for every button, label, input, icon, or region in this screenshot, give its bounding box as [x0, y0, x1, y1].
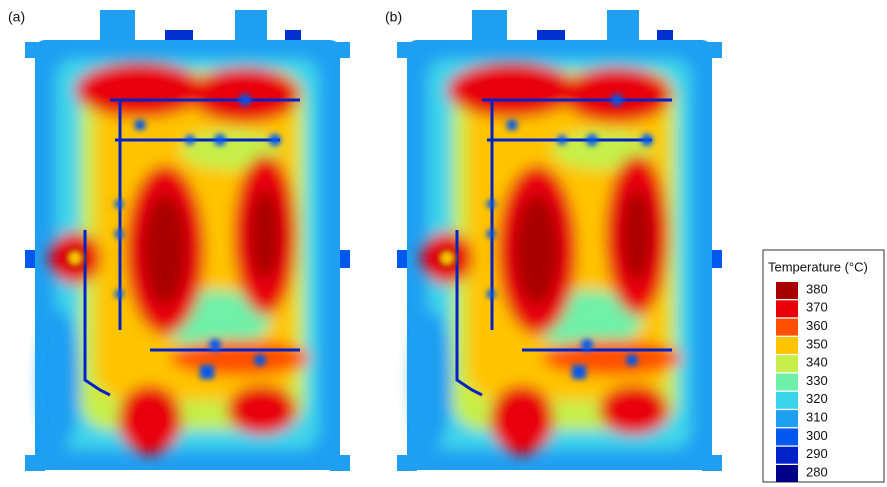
legend-swatch: [776, 392, 798, 409]
legend-title: Temperature (°C): [768, 259, 868, 274]
legend-swatch: [776, 374, 798, 391]
panel-label: (b): [385, 9, 402, 25]
legend-label: 370: [806, 300, 828, 315]
legend-label: 350: [806, 336, 828, 351]
legend-swatch: [776, 337, 798, 354]
legend-label: 280: [806, 464, 828, 479]
figure: (a) (b) Temperature (°C) 380 370 360 350 340…: [0, 0, 887, 487]
legend-label: 290: [806, 446, 828, 461]
legend-swatch: [776, 410, 798, 427]
legend-swatch: [776, 428, 798, 445]
legend-swatch: [776, 319, 798, 336]
legend-label: 360: [806, 318, 828, 333]
legend-swatch: [776, 282, 798, 299]
legend-label: 300: [806, 428, 828, 443]
legend-label: 330: [806, 373, 828, 388]
heatmap-b: [397, 10, 722, 471]
legend-swatch: [776, 447, 798, 464]
panel-label: (a): [8, 9, 25, 25]
legend-label: 320: [806, 391, 828, 406]
legend-swatch: [776, 300, 798, 317]
heatmap-a: [25, 10, 350, 471]
legend-label: 310: [806, 410, 828, 425]
legend-label: 380: [806, 281, 828, 296]
legend-swatch: [776, 355, 798, 372]
legend-swatch: [776, 465, 798, 482]
legend-label: 340: [806, 355, 828, 370]
